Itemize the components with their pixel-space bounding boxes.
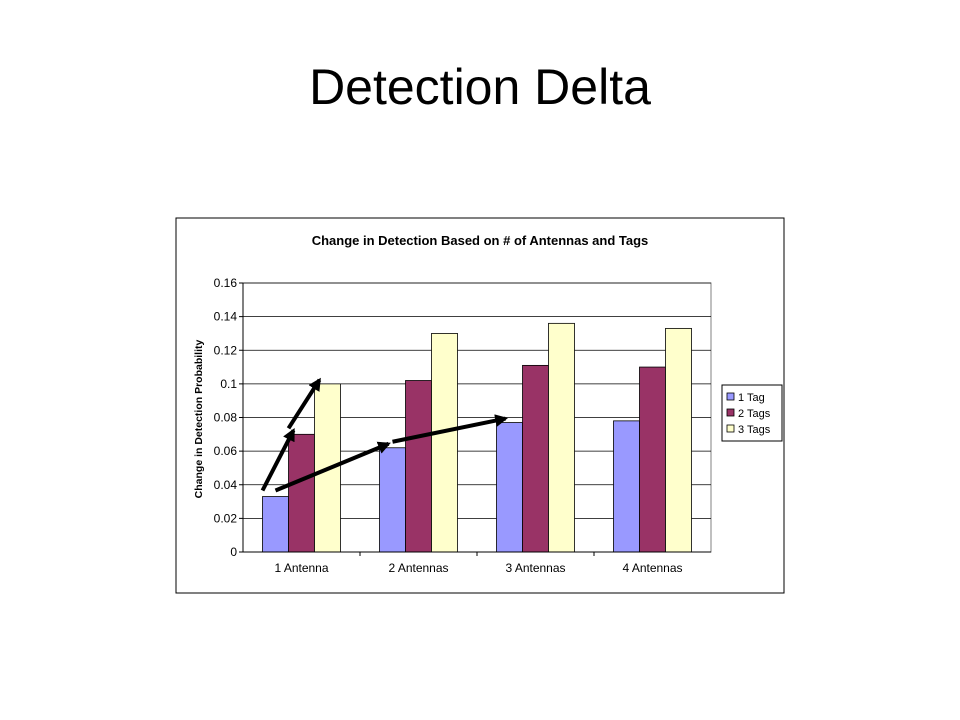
annotation-arrow (260, 428, 296, 492)
x-tick-label: 1 Antenna (274, 561, 328, 575)
x-tick-label: 4 Antennas (622, 561, 682, 575)
bar (379, 447, 406, 553)
bar (522, 364, 549, 553)
legend: 1 Tag 2 Tags 3 Tags (721, 384, 783, 442)
bars (262, 322, 692, 553)
bar (288, 433, 315, 553)
y-tick-label: 0.02 (214, 511, 238, 525)
bar (665, 327, 692, 553)
annotation-arrow (286, 377, 322, 430)
chart-title: Change in Detection Based on # of Antenn… (312, 233, 649, 248)
y-tick-label: 0.14 (214, 310, 238, 324)
legend-swatch (726, 392, 735, 401)
x-tick-label: 3 Antennas (505, 561, 565, 575)
x-tick-label: 2 Antennas (388, 561, 448, 575)
annotation-arrow (274, 441, 391, 493)
bar (548, 322, 575, 553)
y-tick-label: 0.1 (220, 377, 237, 391)
y-tick-label: 0.04 (214, 478, 238, 492)
slide-title: Detection Delta (309, 59, 651, 115)
y-tick-label: 0 (230, 545, 237, 559)
y-tick-label: 0.06 (214, 444, 238, 458)
tick-labels: 0 0.02 0.04 0.06 0.08 0.1 0.12 0.14 0.16 1 Antenn… (214, 276, 683, 575)
bar (405, 380, 432, 553)
y-axis-label: Change in Detection Probability (193, 339, 205, 498)
y-tick-label: 0.08 (214, 411, 238, 425)
y-tick-label: 0.16 (214, 276, 238, 290)
bar (639, 366, 666, 553)
legend-label: 2 Tags (738, 408, 771, 420)
axes (239, 282, 711, 556)
annotation-arrows (260, 377, 509, 493)
legend-label: 1 Tag (738, 392, 765, 404)
bar (262, 496, 289, 553)
annotation-arrow (392, 414, 509, 444)
legend-label: 3 Tags (738, 424, 771, 436)
legend-swatch (726, 424, 735, 433)
bar (431, 333, 458, 553)
bar (613, 420, 640, 553)
y-tick-label: 0.12 (214, 343, 238, 357)
legend-swatch (726, 408, 735, 417)
bar (496, 422, 523, 553)
